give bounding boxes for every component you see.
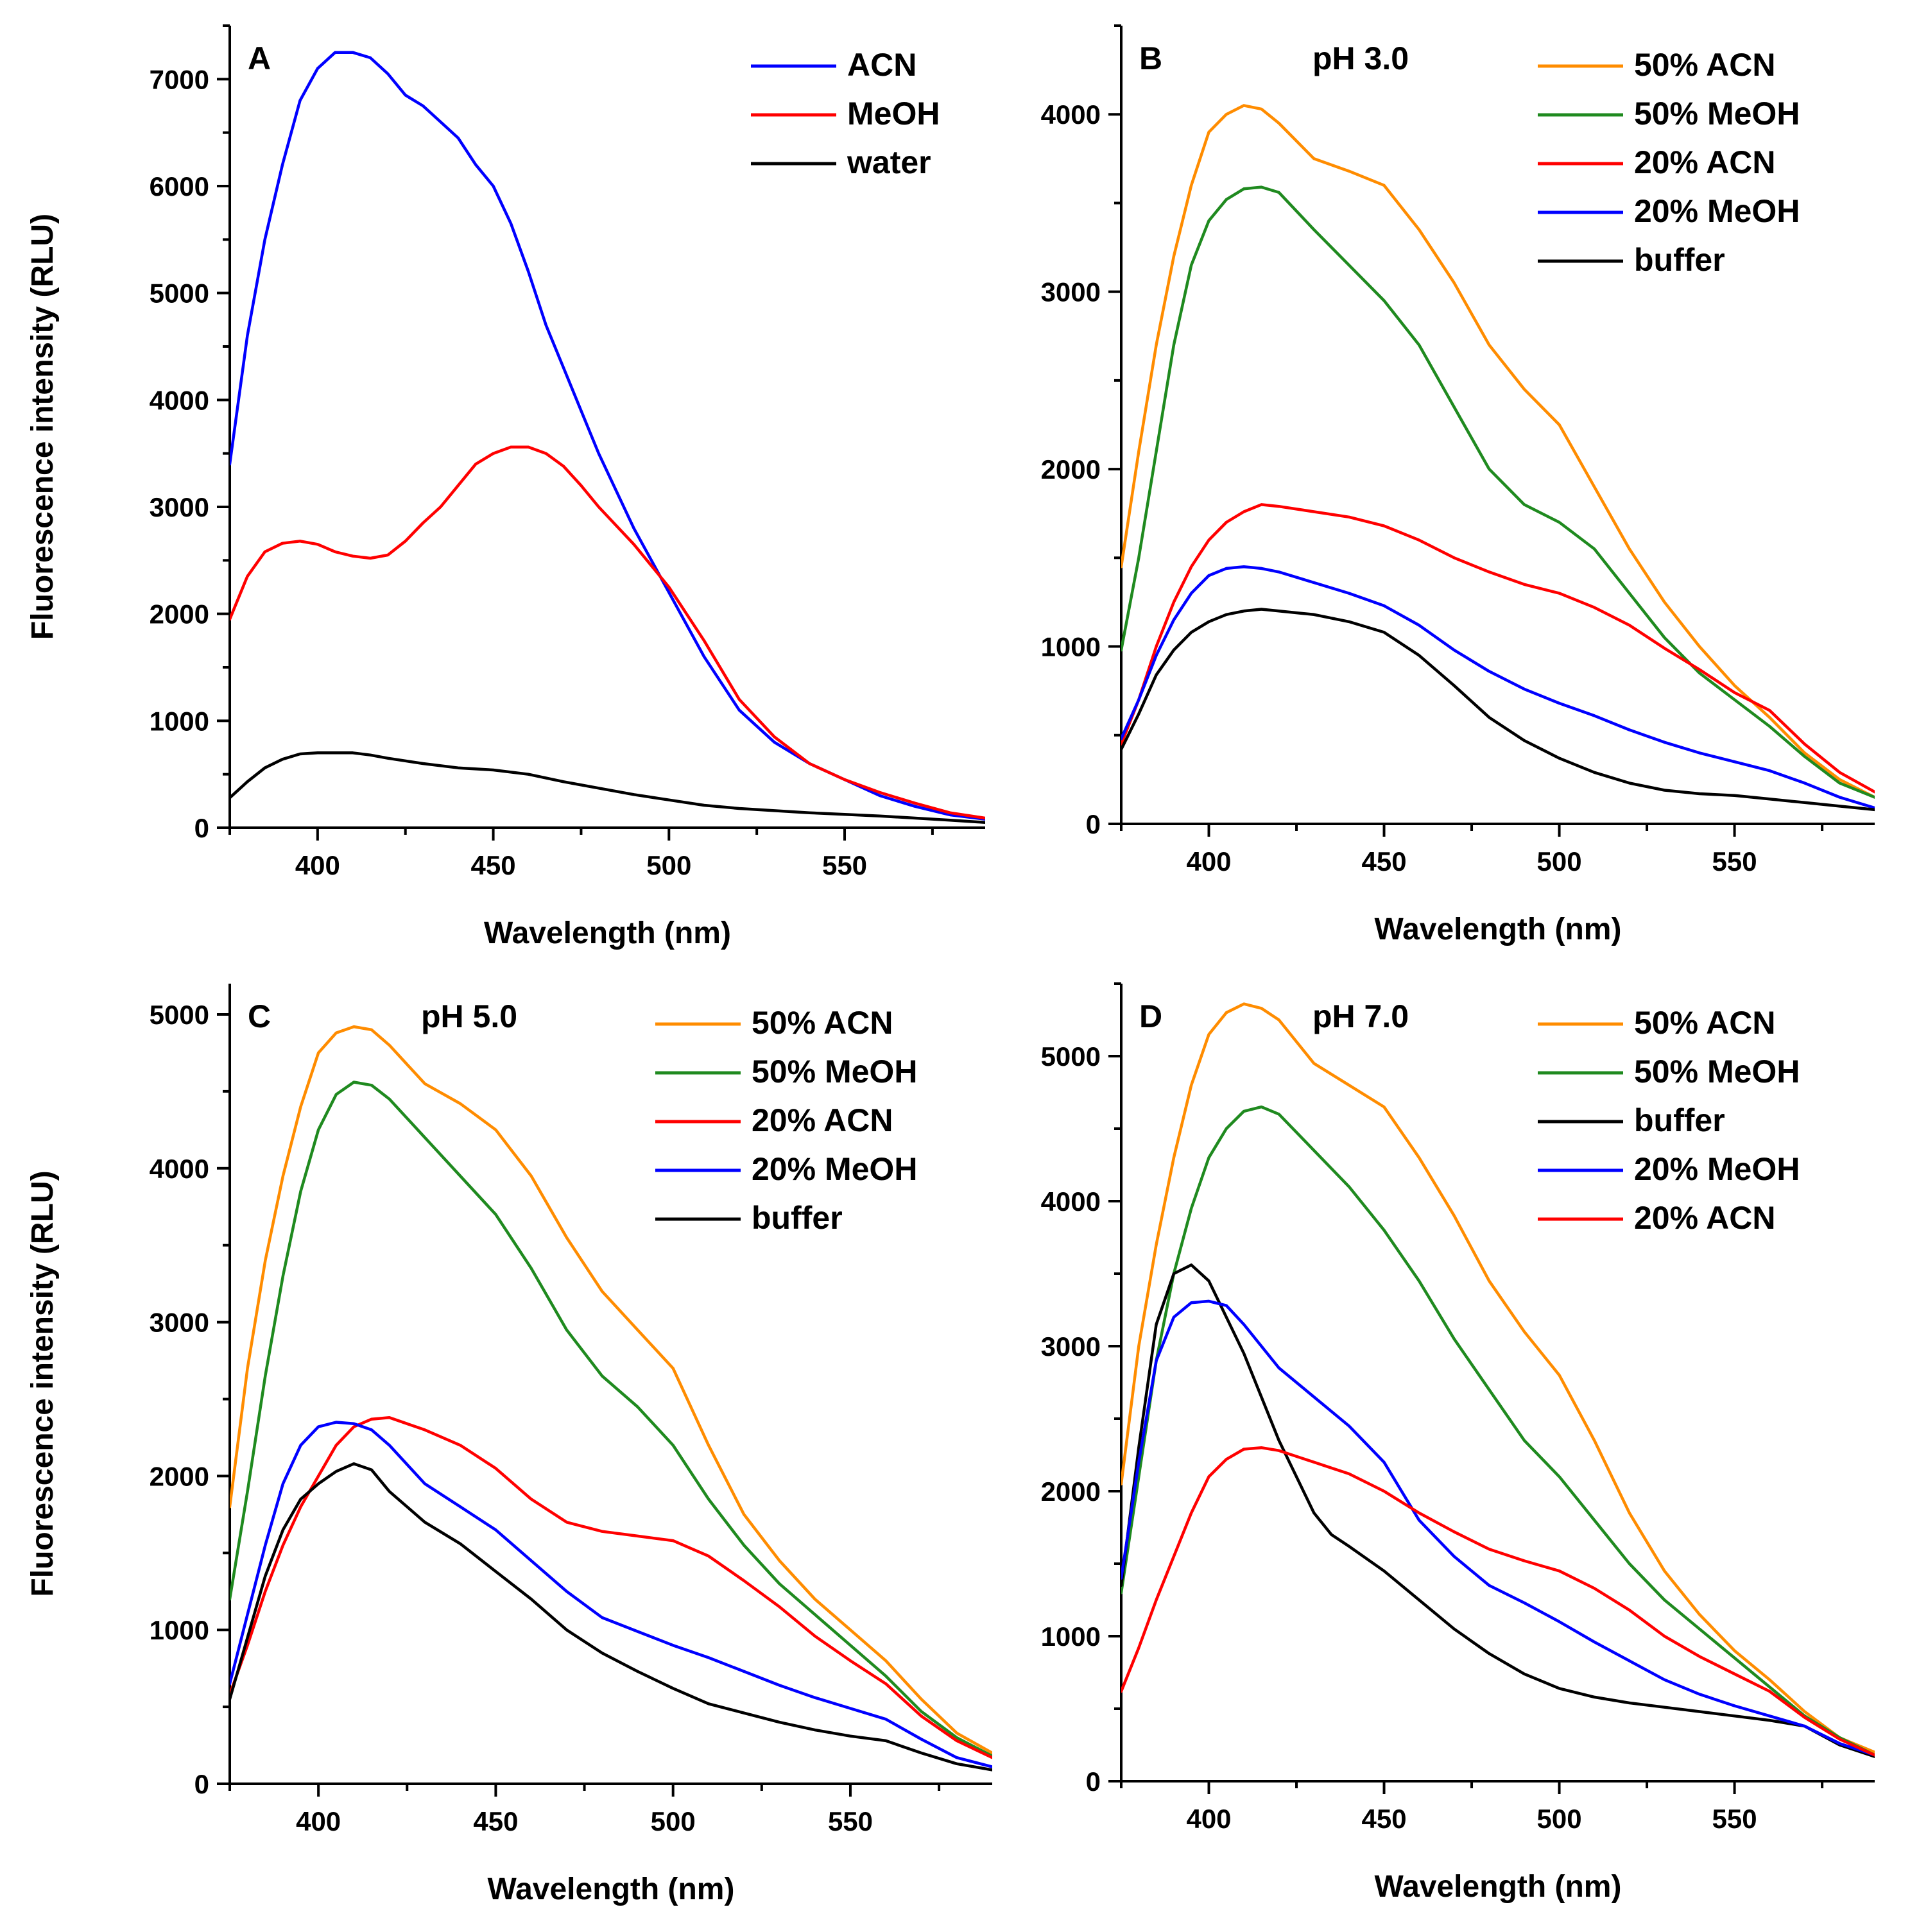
x-tick-label: 550 — [822, 850, 867, 880]
x-tick-label: 450 — [1361, 846, 1406, 876]
legend-label-buffer: buffer — [1634, 1102, 1725, 1138]
x-tick-label: 450 — [1361, 1804, 1406, 1834]
legend-label-50pct-meoh: 50% MeOH — [1634, 96, 1800, 132]
y-tick-label: 4000 — [150, 385, 209, 415]
legend-label-20pct-acn: 20% ACN — [752, 1102, 893, 1138]
y-tick-label: 3000 — [1041, 277, 1101, 307]
y-tick-label: 7000 — [150, 64, 209, 94]
y-tick-label: 6000 — [150, 171, 209, 201]
y-tick-label: 0 — [194, 1769, 209, 1799]
legend-label-20pct-acn: 20% ACN — [1634, 1200, 1775, 1236]
panel-label: C — [248, 998, 271, 1034]
x-tick-label: 400 — [1186, 1804, 1231, 1834]
x-tick-label: 500 — [646, 850, 691, 880]
x-tick-label: 550 — [1712, 1804, 1757, 1834]
y-tick-label: 2000 — [150, 1461, 209, 1491]
y-tick-label: 5000 — [1041, 1041, 1101, 1072]
series-group — [1121, 1002, 1875, 1758]
y-tick-label: 2000 — [1041, 454, 1101, 484]
y-tick-label: 2000 — [1041, 1476, 1101, 1507]
x-tick-label: 450 — [473, 1806, 518, 1836]
y-tick-label: 1000 — [1041, 1621, 1101, 1652]
legend-label-50pct-acn: 50% ACN — [1634, 1005, 1775, 1041]
legend-label-50pct-acn: 50% ACN — [752, 1005, 893, 1041]
series-line-50pct-acn — [1121, 104, 1875, 799]
legend-label-meoh: MeOH — [847, 96, 940, 132]
panel-subtitle: pH 7.0 — [1312, 998, 1409, 1034]
series-group — [230, 51, 985, 824]
legend-label-20pct-acn: 20% ACN — [1634, 144, 1775, 180]
y-tick-label: 2000 — [150, 599, 209, 629]
x-tick-label: 400 — [1186, 846, 1231, 876]
panel-subtitle: pH 5.0 — [421, 998, 517, 1034]
y-tick-label: 0 — [1086, 809, 1101, 839]
y-axis-title: Fluorescence intensity (RLU) — [26, 214, 60, 640]
series-group — [230, 1025, 992, 1772]
x-axis-title: Wavelength (nm) — [1375, 912, 1622, 946]
x-tick-label: 500 — [1537, 846, 1582, 876]
x-tick-label: 550 — [828, 1806, 873, 1836]
series-line-20pct-meoh — [1121, 565, 1875, 810]
x-tick-label: 550 — [1712, 846, 1757, 876]
series-line-buffer — [230, 1462, 992, 1772]
legend-label-50pct-acn: 50% ACN — [1634, 47, 1775, 83]
series-line-50pct-acn — [1121, 1002, 1875, 1754]
legend-label-water: water — [847, 144, 931, 180]
series-line-meoh — [230, 445, 985, 820]
legend-label-50pct-meoh: 50% MeOH — [752, 1054, 917, 1090]
series-line-buffer — [1121, 608, 1875, 812]
legend-label-acn: ACN — [847, 47, 916, 83]
y-tick-label: 4000 — [1041, 1186, 1101, 1217]
y-tick-label: 3000 — [1041, 1331, 1101, 1362]
x-tick-label: 500 — [651, 1806, 696, 1836]
series-line-20pct-acn — [1121, 503, 1875, 794]
y-tick-label: 5000 — [150, 278, 209, 309]
panel-subtitle: pH 3.0 — [1312, 40, 1409, 76]
series-line-20pct-acn — [230, 1416, 992, 1759]
y-tick-label: 5000 — [150, 1000, 209, 1030]
y-tick-label: 0 — [1086, 1766, 1101, 1797]
panel-label: D — [1139, 998, 1162, 1034]
panel-c: 400 450 500 550 0 1000 2000 3000 4000 5000 Wavelen… — [26, 984, 992, 1906]
series-line-20pct-meoh — [230, 1421, 992, 1768]
legend-label-20pct-meoh: 20% MeOH — [752, 1151, 917, 1187]
x-tick-label: 400 — [296, 1806, 341, 1836]
y-tick-label: 4000 — [1041, 99, 1101, 130]
y-tick-label: 3000 — [150, 492, 209, 522]
panel-label: B — [1139, 40, 1162, 76]
legend-label-20pct-meoh: 20% MeOH — [1634, 1151, 1800, 1187]
y-axis-title: Fluorescence intensity (RLU) — [26, 1170, 60, 1596]
panel-d: 400 450 500 550 0 1000 2000 3000 4000 5000 Wavelen… — [1041, 982, 1875, 1904]
panel-label: A — [248, 40, 271, 76]
series-line-buffer — [1121, 1263, 1875, 1758]
x-tick-label: 400 — [295, 850, 340, 880]
y-tick-label: 1000 — [150, 706, 209, 736]
series-line-20pct-meoh — [1121, 1299, 1875, 1757]
y-tick-label: 4000 — [150, 1154, 209, 1184]
legend-label-50pct-meoh: 50% MeOH — [1634, 1054, 1800, 1090]
x-tick-label: 500 — [1537, 1804, 1582, 1834]
series-line-50pct-meoh — [1121, 185, 1875, 799]
x-axis-title: Wavelength (nm) — [1375, 1870, 1622, 1904]
series-line-50pct-meoh — [1121, 1105, 1875, 1757]
y-tick-label: 1000 — [1041, 632, 1101, 662]
y-tick-label: 0 — [194, 813, 209, 843]
x-tick-label: 450 — [471, 850, 516, 880]
legend-label-buffer: buffer — [752, 1200, 843, 1236]
series-line-water — [230, 751, 985, 824]
y-tick-label: 1000 — [150, 1615, 209, 1645]
series-group — [1121, 104, 1875, 812]
series-line-20pct-acn — [1121, 1446, 1875, 1757]
legend-label-buffer: buffer — [1634, 242, 1725, 278]
series-line-50pct-meoh — [230, 1081, 992, 1758]
x-axis-title: Wavelength (nm) — [488, 1872, 735, 1906]
panel-a: 400 450 500 550 0 1000 2000 3000 4000 5000 6000 700… — [26, 24, 985, 950]
panel-b: 400 450 500 550 0 1000 2000 3000 4000 Wavelength … — [1041, 24, 1875, 946]
legend-label-20pct-meoh: 20% MeOH — [1634, 193, 1800, 229]
x-axis-title: Wavelength (nm) — [484, 916, 731, 950]
y-tick-label: 3000 — [150, 1308, 209, 1338]
series-line-50pct-acn — [230, 1025, 992, 1755]
